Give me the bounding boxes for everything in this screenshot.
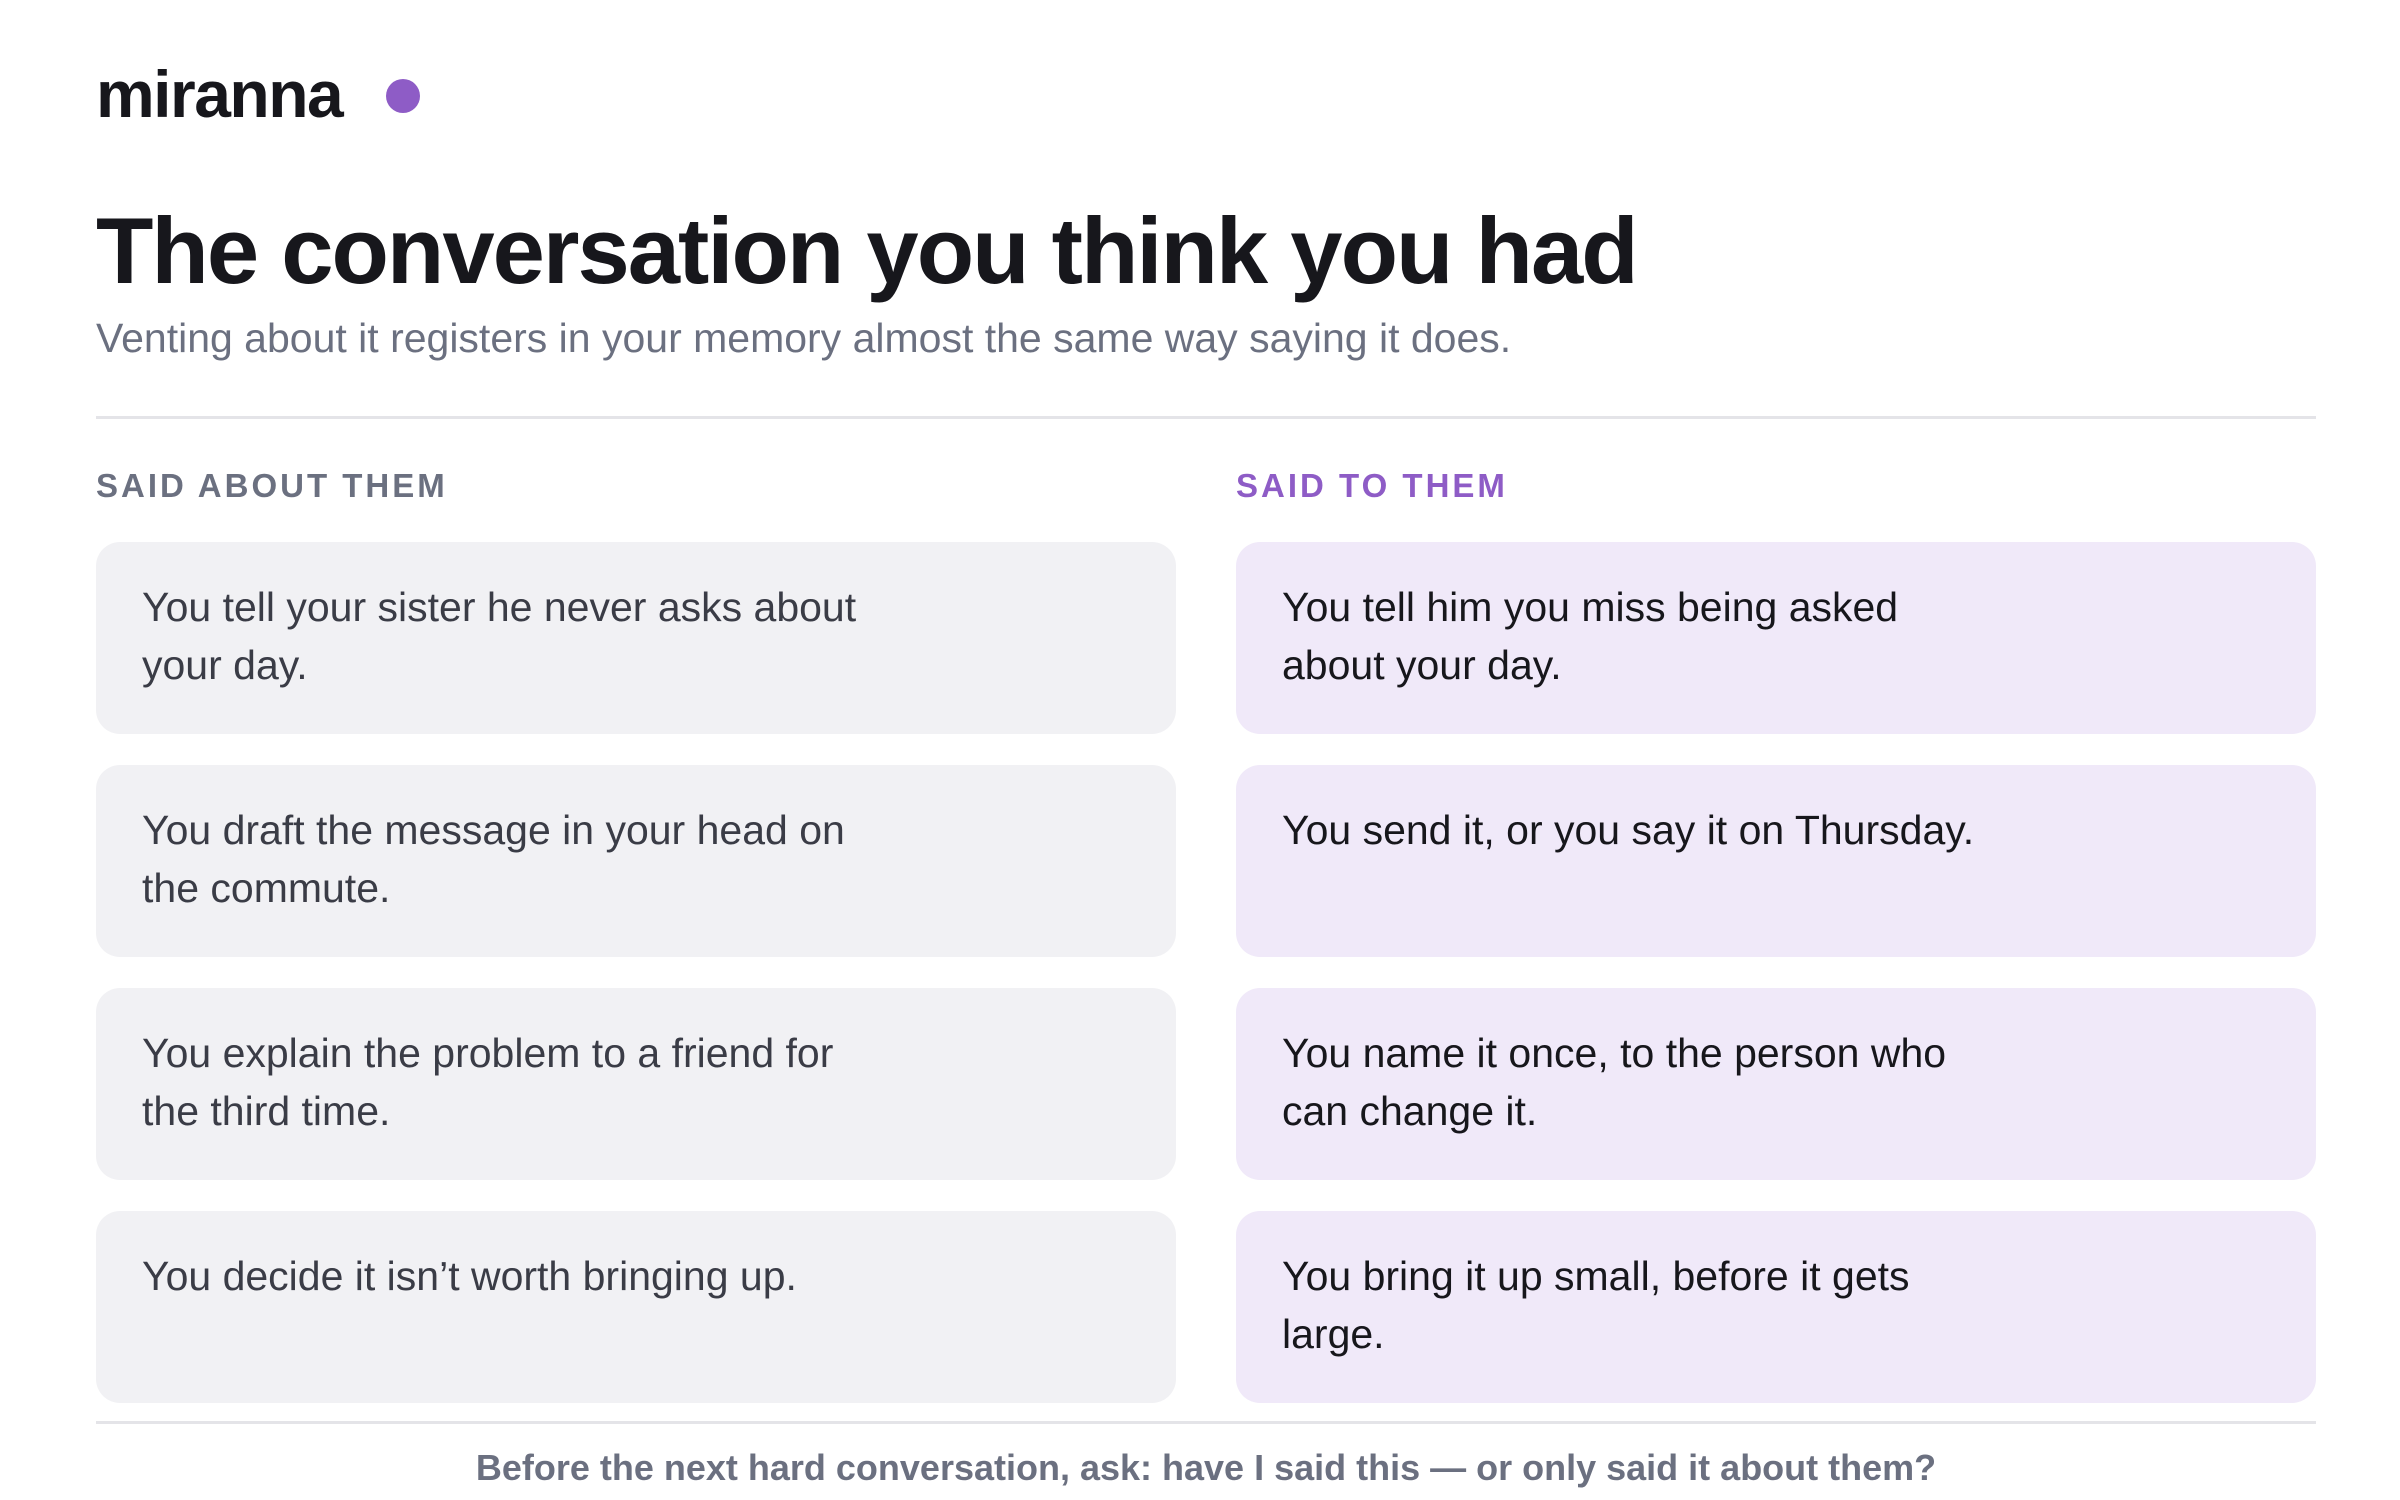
said-to-them-card: You tell him you miss being asked about … bbox=[1236, 542, 2316, 734]
page: miranna The conversation you think you h… bbox=[96, 0, 2316, 1500]
said-to-them-card: You send it, or you say it on Thursday. bbox=[1236, 765, 2316, 957]
said-to-them-heading: SAID TO THEM bbox=[1236, 467, 1508, 504]
said-about-them-heading: SAID ABOUT THEM bbox=[96, 467, 448, 504]
said-about-them-card: You draft the message in your head on th… bbox=[96, 765, 1176, 957]
card-text: You explain the problem to a friend for … bbox=[142, 1030, 834, 1134]
said-about-them-column: SAID ABOUT THEM You tell your sister he … bbox=[96, 462, 1176, 1434]
page-title: The conversation you think you had bbox=[96, 198, 1639, 303]
said-about-them-card: You decide it isn’t worth bringing up. bbox=[96, 1211, 1176, 1403]
card-text: You draft the message in your head on th… bbox=[142, 807, 845, 911]
card-text: You send it, or you say it on Thursday. bbox=[1282, 807, 1975, 853]
footer-prompt: Before the next hard conversation, ask: … bbox=[475, 1447, 1937, 1488]
card-text: You bring it up small, before it gets la… bbox=[1282, 1253, 1910, 1357]
card-text: You decide it isn’t worth bringing up. bbox=[142, 1253, 797, 1299]
brand-dot-icon bbox=[386, 79, 421, 113]
said-to-them-card: You name it once, to the person who can … bbox=[1236, 988, 2316, 1180]
said-about-them-card: You tell your sister he never asks about… bbox=[96, 542, 1176, 734]
said-about-them-card: You explain the problem to a friend for … bbox=[96, 988, 1176, 1180]
card-text: You tell your sister he never asks about… bbox=[142, 584, 857, 688]
said-to-them-column: SAID TO THEM You tell him you miss being… bbox=[1236, 462, 2316, 1434]
brand: miranna bbox=[96, 52, 421, 136]
brand-logo-text: miranna bbox=[96, 57, 344, 131]
page-subtitle: Venting about it registers in your memor… bbox=[96, 315, 1512, 361]
bottom-divider bbox=[96, 1421, 2316, 1424]
top-divider bbox=[96, 416, 2316, 419]
said-to-them-card: You bring it up small, before it gets la… bbox=[1236, 1211, 2316, 1403]
card-text: You name it once, to the person who can … bbox=[1282, 1030, 1947, 1134]
card-text: You tell him you miss being asked about … bbox=[1282, 584, 1899, 688]
